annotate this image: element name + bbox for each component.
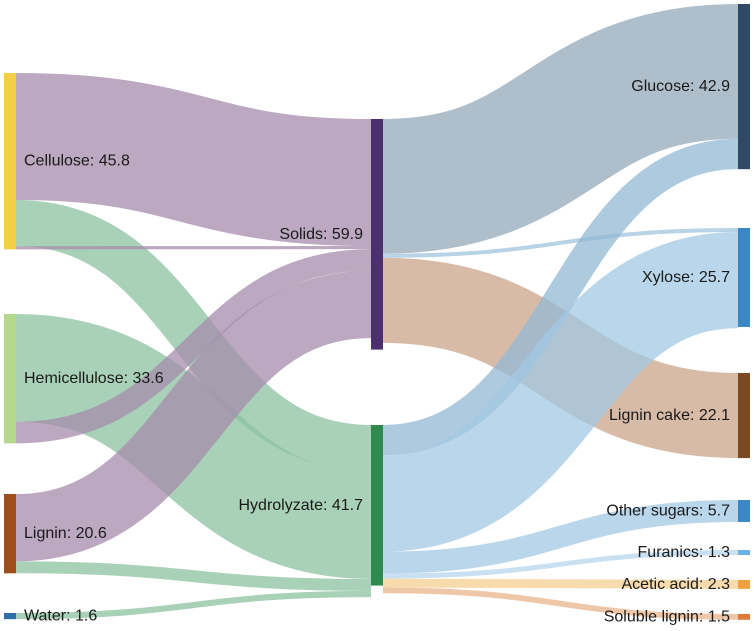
- node-solids: [371, 119, 383, 350]
- node-lignin: [4, 494, 16, 574]
- label-glucose: Glucose: 42.9: [631, 78, 730, 95]
- label-solids: Solids: 59.9: [279, 226, 363, 243]
- node-furanics: [738, 550, 750, 556]
- node-water: [4, 613, 16, 620]
- node-lignin-cake: [738, 373, 750, 459]
- label-lignin-cake: Lignin cake: 22.1: [609, 407, 730, 424]
- node-acetic-acid: [738, 580, 750, 589]
- link-water-to-hydrolyzate: [15, 590, 372, 620]
- label-hydrolyzate: Hydrolyzate: 41.7: [238, 497, 363, 514]
- label-cellulose: Cellulose: 45.8: [24, 153, 130, 170]
- link-hydrolyzate-to-furanics: [382, 550, 739, 579]
- label-other-sugars: Other sugars: 5.7: [606, 502, 730, 519]
- label-lignin: Lignin: 20.6: [24, 525, 107, 542]
- link-cellulose-to-solids: [15, 73, 372, 247]
- link-solids-to-xylose: [382, 228, 739, 256]
- label-xylose: Xylose: 25.7: [642, 269, 730, 286]
- sankey-labels: Cellulose: 45.8 Hemicellulose: 33.6 Lignin…: [24, 78, 730, 625]
- node-glucose: [738, 4, 750, 170]
- link-hydrolyzate-to-soluble-lignin: [382, 587, 739, 620]
- sankey-nodes: [4, 4, 750, 620]
- node-hydrolyzate: [371, 425, 383, 586]
- link-hydrolyzate-to-acetic-acid: [382, 578, 739, 589]
- sankey-links: [14, 4, 740, 620]
- node-xylose: [738, 228, 750, 327]
- link-hemicellulose-to-solids: [15, 249, 372, 444]
- link-lignin-to-hydrolyzate: [15, 561, 372, 591]
- label-water: Water: 1.6: [24, 608, 97, 625]
- link-solids-to-xylose: [382, 230, 739, 258]
- node-cellulose: [4, 73, 16, 250]
- link-hydrolyzate-to-glucose: [382, 138, 739, 456]
- node-soluble-lignin: [738, 614, 750, 620]
- link-hydrolyzate-to-other-sugars: [382, 500, 739, 574]
- link-lignin-to-solids: [14, 270, 373, 562]
- link-solids-to-glucose: [381, 4, 740, 254]
- label-acetic-acid: Acetic acid: 2.3: [622, 576, 731, 593]
- label-soluble-lignin: Soluble lignin: 1.5: [604, 608, 730, 625]
- node-other-sugars: [738, 500, 750, 522]
- label-hemicellulose: Hemicellulose: 33.6: [24, 370, 164, 387]
- link-hydrolyzate-to-xylose: [381, 232, 740, 552]
- node-hemicellulose: [4, 314, 16, 444]
- label-furanics: Furanics: 1.3: [638, 544, 731, 561]
